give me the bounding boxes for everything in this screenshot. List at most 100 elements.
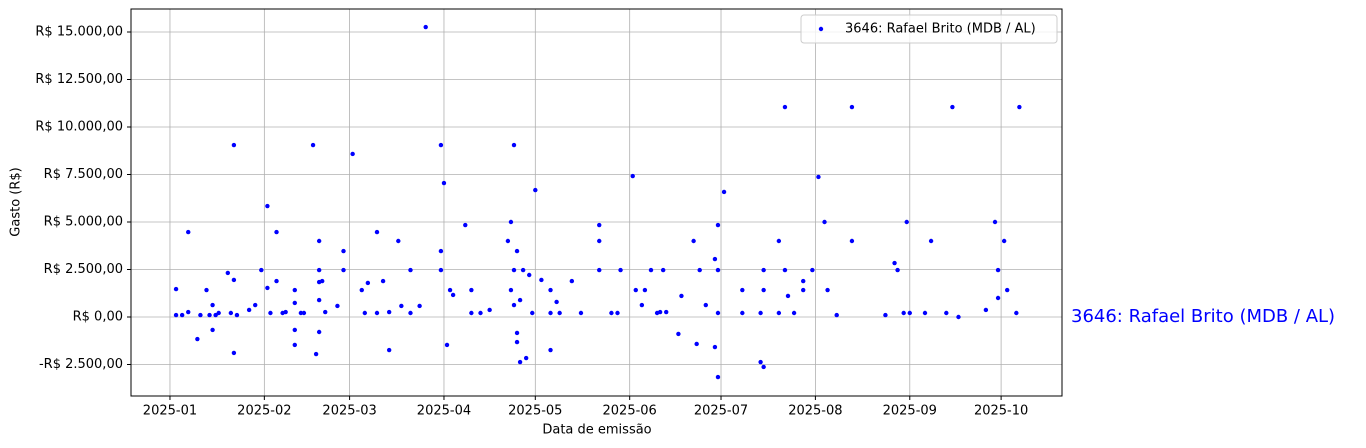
point	[822, 219, 827, 225]
point	[380, 278, 386, 284]
point	[362, 310, 368, 316]
point	[301, 310, 307, 316]
point	[1001, 238, 1007, 244]
point	[630, 173, 635, 179]
point	[597, 267, 602, 273]
point	[721, 189, 727, 195]
point	[408, 310, 413, 316]
point	[313, 351, 319, 357]
point	[712, 256, 718, 262]
point	[816, 174, 821, 180]
point	[225, 270, 231, 276]
point	[615, 310, 620, 316]
point	[801, 287, 806, 293]
point	[995, 267, 1001, 273]
point	[265, 285, 270, 291]
point	[950, 104, 955, 110]
point	[554, 299, 559, 305]
point	[365, 280, 371, 286]
point	[834, 312, 839, 318]
point	[417, 303, 422, 309]
point	[374, 310, 380, 316]
point	[657, 309, 663, 315]
x-tick-label: 2025-04	[417, 404, 471, 419]
point	[539, 277, 544, 283]
point	[399, 303, 404, 309]
point	[633, 287, 638, 293]
point	[511, 267, 517, 273]
point	[186, 309, 191, 315]
point	[895, 267, 900, 273]
point	[316, 329, 322, 335]
point	[758, 359, 763, 365]
point	[648, 267, 654, 273]
point	[511, 142, 517, 148]
point	[944, 310, 949, 316]
point	[438, 142, 444, 148]
point	[438, 248, 444, 254]
point	[892, 260, 897, 266]
point	[782, 267, 788, 273]
point	[505, 238, 511, 244]
point	[849, 104, 855, 110]
point	[703, 302, 708, 308]
point	[283, 309, 288, 315]
point	[386, 347, 392, 353]
point	[350, 151, 355, 157]
point	[776, 310, 782, 316]
point	[341, 248, 346, 254]
point	[569, 278, 575, 284]
point	[642, 287, 648, 293]
point	[396, 238, 401, 244]
y-tick-label: R$ 15.000,00	[35, 24, 123, 39]
point	[676, 331, 681, 337]
point	[204, 287, 209, 293]
legend-label: 3646: Rafael Brito (MDB / AL)	[845, 22, 1036, 37]
point	[447, 287, 453, 293]
legend-marker	[818, 26, 824, 32]
y-tick-label: R$ 12.500,00	[35, 72, 123, 87]
point	[335, 303, 340, 309]
point	[740, 287, 745, 293]
point	[904, 219, 909, 225]
point	[234, 312, 240, 318]
point	[207, 312, 212, 318]
point	[511, 302, 517, 308]
point	[791, 310, 797, 316]
point	[758, 310, 763, 316]
legend-box	[800, 14, 1058, 44]
point	[639, 302, 645, 308]
point	[715, 374, 721, 380]
y-tick-label: R$ 2.500,00	[44, 262, 123, 277]
point	[292, 342, 297, 348]
point	[274, 229, 279, 235]
point	[761, 364, 766, 370]
point	[679, 293, 684, 299]
point	[1014, 310, 1019, 316]
point	[849, 238, 855, 244]
point	[298, 310, 304, 316]
point	[444, 342, 450, 348]
point	[825, 287, 830, 293]
point	[557, 310, 562, 316]
y-axis-label: Gasto (R$)	[9, 167, 24, 236]
point	[210, 327, 215, 333]
point	[928, 238, 934, 244]
point	[761, 267, 766, 273]
plot-frame	[130, 8, 1063, 397]
point	[776, 238, 782, 244]
point	[508, 219, 514, 225]
point	[956, 314, 961, 320]
point	[1004, 287, 1010, 293]
point	[514, 330, 520, 336]
point	[173, 312, 179, 318]
point	[487, 307, 492, 313]
x-tick-label: 2025-06	[603, 404, 657, 419]
point	[520, 267, 526, 273]
point	[259, 267, 264, 273]
point	[253, 302, 258, 308]
y-tick-label: R$ 5.000,00	[44, 214, 123, 229]
point	[785, 293, 791, 299]
point	[463, 222, 468, 228]
